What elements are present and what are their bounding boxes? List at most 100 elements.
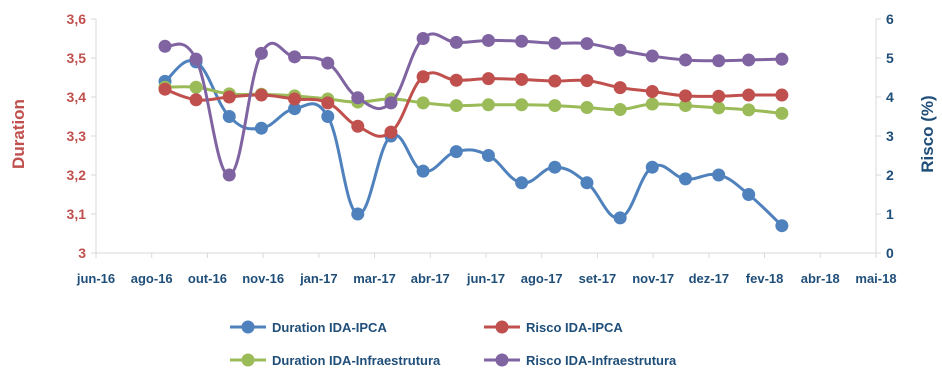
legend-label: Risco IDA-Infraestrutura: [526, 353, 677, 368]
right-tick-label: 6: [886, 11, 894, 27]
data-point: [548, 36, 562, 50]
right-tick-label: 0: [886, 245, 894, 261]
legend-item: Duration IDA-Infraestrutura: [230, 353, 441, 368]
data-point: [384, 96, 398, 110]
legend-item: Risco IDA-Infraestrutura: [484, 353, 677, 368]
x-tick-label: abr-17: [411, 271, 450, 286]
data-point: [449, 35, 463, 49]
data-point: [481, 72, 495, 86]
legend-label: Risco IDA-IPCA: [526, 320, 623, 335]
data-point: [416, 96, 430, 110]
x-tick-label: ago-16: [131, 271, 173, 286]
data-point: [645, 85, 659, 99]
data-point: [351, 91, 365, 105]
data-point: [580, 176, 594, 190]
data-point: [158, 82, 172, 96]
data-point: [189, 93, 203, 107]
data-point: [254, 46, 268, 60]
x-tick-label: jun-17: [466, 271, 505, 286]
data-point: [321, 56, 335, 70]
x-tick-label: ago-17: [521, 271, 563, 286]
data-point: [548, 99, 562, 113]
x-tick-label: jan-17: [299, 271, 338, 286]
data-point: [288, 92, 302, 106]
data-point: [222, 110, 236, 123]
data-point: [775, 106, 789, 120]
data-point: [189, 52, 203, 66]
data-point: [712, 54, 726, 68]
series-risco-ida-ipca: [158, 70, 789, 139]
legend: Duration IDA-IPCA Risco IDA-IPCA Duration …: [230, 320, 677, 368]
data-point: [416, 32, 430, 45]
x-tick-label: out-16: [188, 271, 227, 286]
data-point: [351, 119, 365, 133]
data-point: [351, 207, 365, 221]
legend-item: Risco IDA-IPCA: [484, 320, 623, 335]
left-tick-label: 3,5: [67, 50, 87, 66]
legend-swatch-marker: [241, 353, 255, 367]
data-point: [449, 73, 463, 87]
data-point: [775, 52, 789, 66]
data-point: [384, 125, 398, 139]
data-point: [645, 49, 659, 63]
data-point: [321, 110, 335, 123]
data-point: [580, 74, 594, 88]
series-layer: [158, 32, 789, 233]
data-point: [515, 176, 529, 190]
x-tick-label: jun-16: [76, 271, 115, 286]
legend-swatch-marker: [495, 353, 509, 367]
x-tick-label: set-17: [579, 271, 617, 286]
data-point: [645, 160, 659, 174]
data-point: [580, 37, 594, 51]
right-tick-label: 1: [886, 206, 894, 222]
data-point: [222, 168, 236, 182]
x-axis-ticks: jun-16 ago-16 out-16 nov-16 jan-17 mar-17 abr-…: [76, 253, 897, 286]
data-point: [678, 89, 692, 103]
data-point: [222, 90, 236, 104]
data-point: [254, 88, 268, 102]
x-tick-label: mar-17: [353, 271, 396, 286]
x-tick-label: dez-17: [689, 271, 729, 286]
series-risco-ida-infraestrutura: [158, 32, 789, 182]
data-point: [515, 98, 529, 112]
right-tick-label: 4: [886, 89, 894, 105]
right-axis-ticks: 0 1 2 3 4 5 6: [876, 11, 894, 261]
data-point: [613, 81, 627, 95]
x-tick-label: abr-18: [801, 271, 840, 286]
series-line-duration-ida-ipca: [164, 59, 783, 227]
legend-swatch-marker: [495, 320, 509, 334]
legend-swatch-marker: [241, 320, 255, 334]
data-point: [775, 219, 789, 233]
data-point: [548, 160, 562, 174]
right-tick-label: 5: [886, 50, 894, 66]
data-point: [288, 102, 302, 116]
legend-label: Duration IDA-Infraestrutura: [272, 353, 441, 368]
data-point: [712, 168, 726, 182]
data-point: [416, 70, 430, 84]
data-point: [712, 101, 726, 115]
left-axis-ticks: 3 3,1 3,2 3,3 3,4 3,5 3,6: [67, 11, 96, 261]
data-point: [254, 121, 268, 135]
right-tick-label: 2: [886, 167, 894, 183]
x-tick-label: mai-18: [855, 271, 896, 286]
data-point: [580, 101, 594, 115]
left-axis-title: Duration: [9, 99, 28, 169]
data-point: [678, 172, 692, 186]
data-point: [548, 74, 562, 88]
data-point: [678, 53, 692, 67]
data-point: [742, 88, 756, 102]
data-point: [416, 164, 430, 178]
data-point: [189, 80, 203, 94]
data-point: [613, 43, 627, 57]
data-point: [481, 98, 495, 112]
x-tick-label: nov-17: [632, 271, 674, 286]
data-point: [321, 96, 335, 110]
data-point: [613, 102, 627, 116]
x-tick-label: fev-18: [746, 271, 784, 286]
data-point: [515, 72, 529, 86]
left-tick-label: 3,6: [67, 11, 87, 27]
data-point: [678, 99, 692, 113]
left-tick-label: 3,2: [67, 167, 87, 183]
data-point: [449, 145, 463, 159]
data-point: [775, 88, 789, 102]
